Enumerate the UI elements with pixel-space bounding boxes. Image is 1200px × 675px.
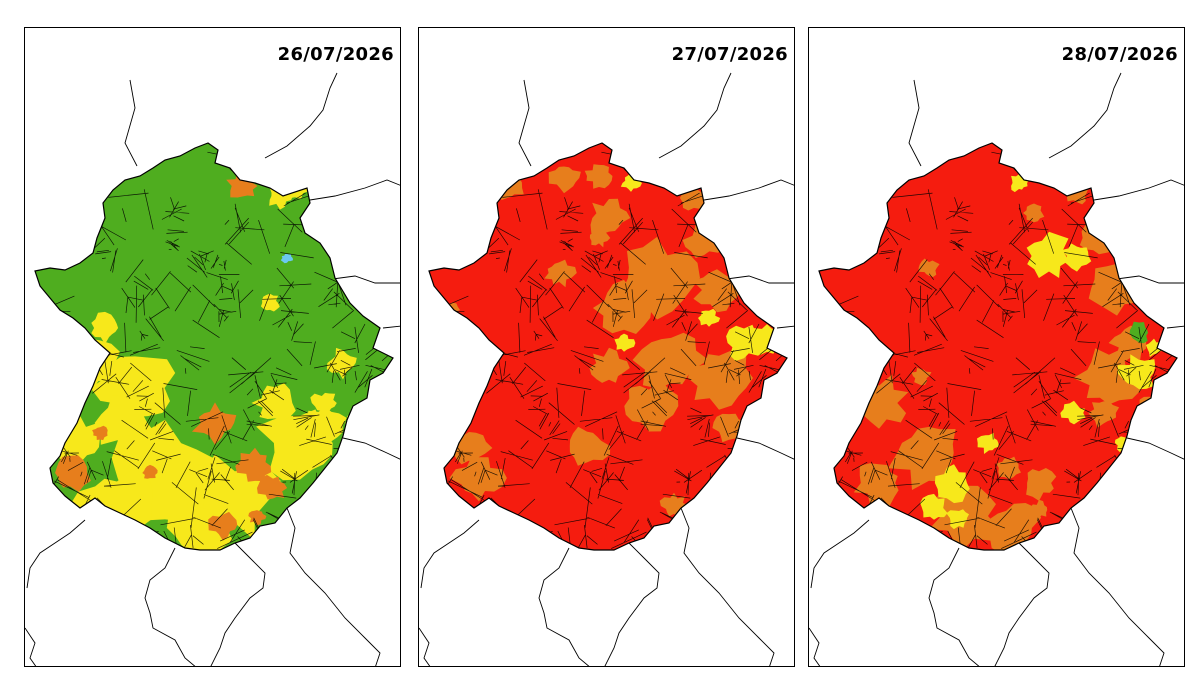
- risk-zone-yellow: [920, 493, 948, 520]
- risk-zone-yellow: [251, 383, 296, 421]
- risk-zone-yellow: [698, 308, 721, 327]
- province-border: [420, 519, 480, 589]
- risk-zone-orange: [1136, 396, 1162, 422]
- risk-zone-orange: [632, 332, 709, 389]
- province-border: [1048, 72, 1122, 159]
- province-border: [703, 179, 794, 201]
- risk-zone-orange: [449, 457, 507, 502]
- risk-zone-green: [1129, 321, 1148, 344]
- risk-zone-orange: [569, 426, 611, 466]
- province-border: [994, 542, 1050, 666]
- risk-zone-yellow: [94, 395, 157, 450]
- province-border: [908, 79, 922, 167]
- province-border: [538, 547, 590, 666]
- risk-zone-yellow: [326, 347, 357, 380]
- risk-zone-orange: [624, 379, 679, 432]
- risk-zone-orange: [888, 426, 956, 490]
- province-border: [658, 72, 732, 159]
- province-border: [324, 275, 400, 284]
- map-panel-2: 27/07/2026: [418, 27, 795, 667]
- province-border: [264, 72, 338, 159]
- risk-zone-yellow: [310, 392, 337, 418]
- risk-zone-orange: [679, 185, 710, 211]
- map-date-label: 27/07/2026: [671, 44, 788, 65]
- risk-zone-orange: [1026, 468, 1057, 501]
- province-border: [518, 79, 532, 167]
- province-border: [286, 507, 381, 666]
- province-border: [382, 325, 400, 329]
- province-border: [928, 547, 980, 666]
- province-border: [309, 179, 400, 201]
- risk-zone-orange: [208, 511, 238, 541]
- risk-zone-orange: [257, 474, 288, 500]
- risk-zone-orange: [1073, 348, 1142, 405]
- map-panel-3: 28/07/2026: [808, 27, 1185, 667]
- risk-zone-yellow: [91, 311, 119, 345]
- province-border: [810, 519, 870, 589]
- risk-zone-orange: [687, 350, 753, 410]
- province-border: [680, 507, 775, 666]
- map-canvas: [809, 72, 1184, 666]
- risk-zone-yellow: [260, 293, 280, 312]
- province-border: [1166, 325, 1184, 329]
- province-border: [1108, 275, 1184, 284]
- province-border: [1070, 507, 1165, 666]
- risk-zone-yellow: [934, 464, 970, 504]
- risk-zone-orange: [92, 425, 108, 441]
- risk-zone-orange: [235, 447, 272, 482]
- risk-zone-yellow: [1026, 231, 1069, 278]
- risk-zone-water: [280, 253, 293, 264]
- map-date-label: 26/07/2026: [277, 44, 394, 65]
- province-border: [809, 627, 821, 666]
- risk-zone-orange: [248, 510, 267, 526]
- province-border: [718, 275, 794, 284]
- risk-zone-orange: [544, 259, 577, 288]
- risk-zone-orange: [659, 492, 690, 518]
- risk-zone-orange: [1023, 203, 1045, 223]
- risk-zone-yellow: [946, 509, 969, 530]
- province-border: [1126, 437, 1184, 460]
- region-outline: [818, 142, 1178, 551]
- region-outline: [428, 142, 788, 551]
- risk-zone-orange: [191, 402, 237, 445]
- risk-zone-yellow: [166, 502, 233, 550]
- risk-zone-orange: [589, 229, 611, 248]
- risk-zone-yellow: [1060, 400, 1086, 425]
- province-border: [144, 547, 196, 666]
- risk-zone-yellow: [56, 415, 100, 463]
- risk-zone-orange: [984, 503, 1042, 550]
- risk-zone-yellow: [620, 172, 642, 192]
- map-date-label: 28/07/2026: [1061, 44, 1178, 65]
- map-canvas: [25, 72, 400, 666]
- risk-zone-orange: [548, 166, 581, 194]
- risk-zone-orange: [584, 164, 613, 189]
- province-border: [604, 542, 660, 666]
- province-border: [25, 627, 37, 666]
- map-panel-1: 26/07/2026: [24, 27, 401, 667]
- province-border: [124, 79, 138, 167]
- risk-zone-orange: [55, 455, 91, 492]
- province-border: [736, 437, 794, 460]
- region-outline: [34, 142, 394, 551]
- risk-zone-yellow: [614, 333, 636, 352]
- risk-zone-orange: [918, 258, 940, 277]
- risk-zone-orange: [1028, 499, 1048, 518]
- risk-zone-orange: [590, 198, 631, 235]
- province-border: [776, 325, 794, 329]
- risk-zone-orange: [592, 279, 654, 334]
- province-border: [342, 437, 400, 460]
- risk-zone-orange: [589, 347, 630, 383]
- province-border: [210, 542, 266, 666]
- province-border: [419, 627, 431, 666]
- province-border: [1093, 179, 1184, 201]
- risk-zone-orange: [692, 269, 742, 313]
- province-border: [26, 519, 86, 589]
- risk-zone-orange: [1088, 401, 1120, 428]
- risk-zone-yellow: [1061, 243, 1092, 272]
- risk-zone-orange: [142, 464, 158, 479]
- map-canvas: [419, 72, 794, 666]
